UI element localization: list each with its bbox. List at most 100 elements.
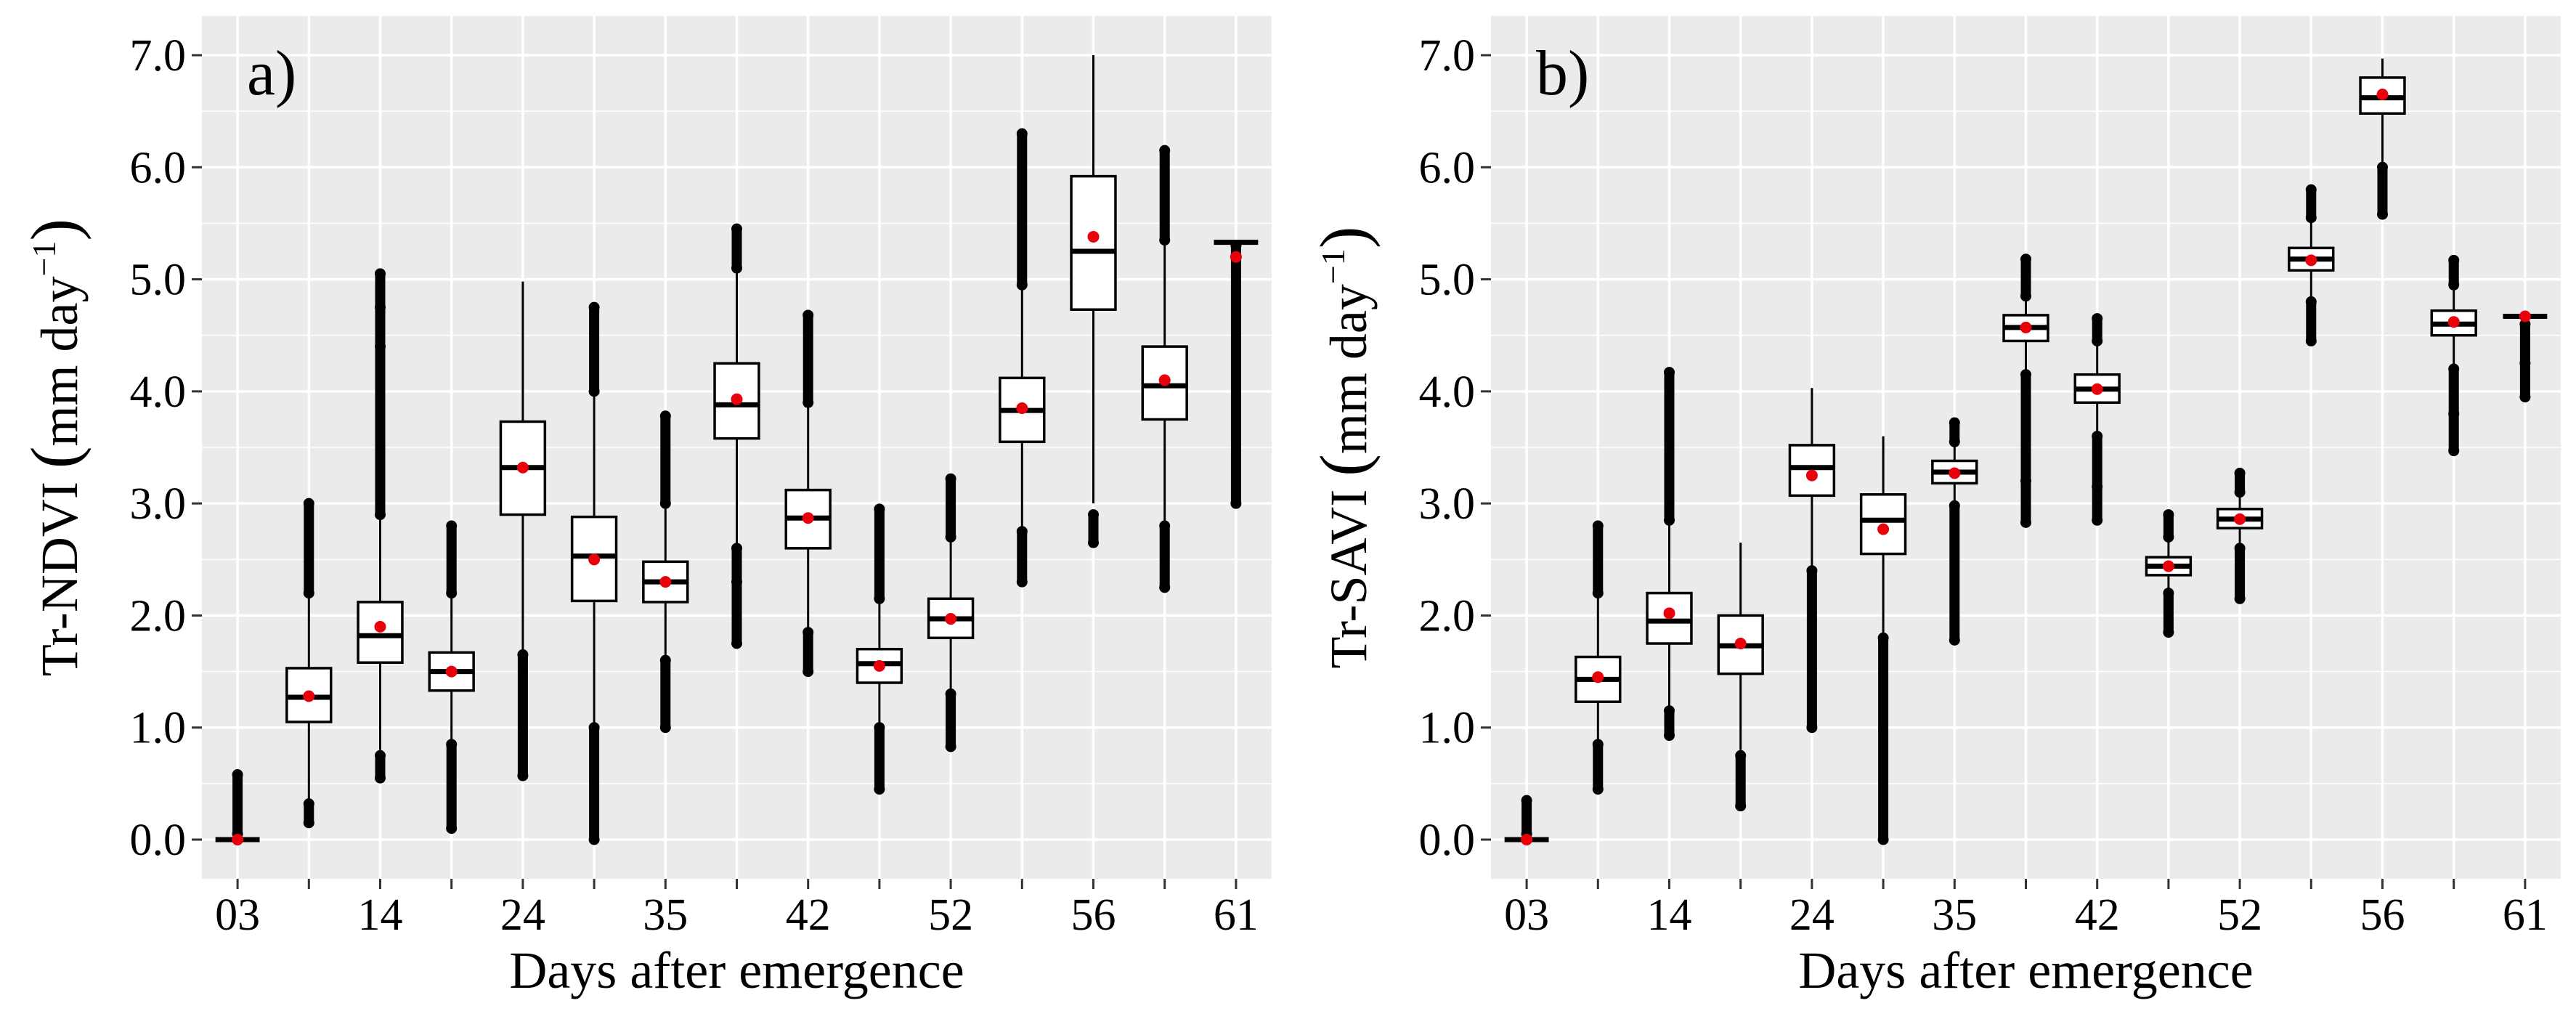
outlier-point — [446, 823, 458, 835]
y-tick-label: 7.0 — [130, 31, 187, 81]
y-axis-title-paren: ( — [1307, 454, 1381, 476]
outlier-point — [303, 798, 314, 810]
box-13 — [2430, 254, 2477, 457]
x-tick-label: 52 — [928, 890, 973, 940]
x-tick-label: 35 — [643, 890, 688, 940]
outlier-point — [2448, 408, 2460, 420]
box-4 — [499, 281, 547, 782]
mean-point — [374, 620, 386, 633]
panel-b: 0.0 1.0 2.0 3.0 4.0 5.0 6.0 7.0 03 14 24 35 42 52 56 61… — [1307, 16, 2561, 999]
outlier-point — [2377, 208, 2388, 220]
y-tick-label: 6.0 — [1419, 143, 1476, 192]
outlier-point — [2020, 253, 2031, 265]
panel-label: b) — [1536, 38, 1589, 109]
outlier-point — [375, 341, 386, 352]
mean-point — [1949, 467, 1961, 479]
x-tick-label: 52 — [2217, 890, 2262, 940]
mean-point — [945, 613, 957, 625]
mean-point — [2234, 513, 2246, 525]
x-tick-label: 24 — [1789, 890, 1835, 940]
outlier-point — [446, 520, 458, 532]
outlier-point — [2092, 313, 2103, 325]
mean-point — [445, 665, 458, 678]
outlier-point — [375, 772, 386, 784]
y-tick-label: 0.0 — [130, 816, 187, 865]
mean-point — [2162, 560, 2174, 572]
outlier-point — [2448, 445, 2460, 457]
y-axis-title-main: Tr-SAVI — [1320, 476, 1378, 669]
y-tick-label: 4.0 — [130, 368, 187, 417]
y-axis-title-unit: mm day — [1320, 284, 1378, 454]
outlier-point — [1592, 520, 1604, 532]
y-axis-title: Tr-NDVI (mm day−1) — [17, 219, 92, 676]
mean-point — [1230, 251, 1242, 263]
box-5 — [570, 301, 618, 845]
box-body — [1070, 174, 1117, 311]
mean-point — [2519, 310, 2531, 322]
box-13 — [1141, 145, 1188, 593]
outlier-point — [375, 301, 386, 313]
box-11 — [2288, 184, 2335, 346]
outlier-point — [1230, 498, 1242, 509]
y-tick-label: 5.0 — [130, 256, 187, 305]
outlier-point — [1949, 417, 1960, 429]
outlier-point — [945, 741, 956, 752]
box-14 — [1214, 240, 1259, 509]
outlier-point — [1806, 722, 1818, 734]
outlier-point — [874, 503, 885, 515]
outlier-point — [2448, 254, 2460, 266]
outlier-point — [588, 834, 600, 845]
x-tick-label: 14 — [358, 890, 403, 940]
box-0 — [215, 769, 260, 845]
outlier-point — [731, 638, 742, 649]
outlier-point — [517, 770, 529, 782]
outlier-point — [1664, 367, 1675, 378]
outlier-point — [2092, 514, 2103, 526]
mean-point — [1592, 671, 1604, 683]
box-4 — [1788, 388, 1836, 734]
outlier-point — [803, 666, 814, 678]
box-body — [1788, 444, 1836, 498]
box-12 — [1070, 55, 1117, 548]
outlier-point — [659, 410, 671, 422]
mean-point — [516, 461, 529, 474]
y-tick-label: 1.0 — [1419, 704, 1476, 753]
mean-point — [1087, 230, 1100, 243]
box-1 — [285, 498, 333, 829]
box-2 — [357, 268, 404, 784]
outlier-point — [2163, 627, 2174, 638]
outlier-point — [303, 817, 314, 829]
box-1 — [1575, 520, 1622, 795]
x-tick-label: 56 — [2360, 890, 2405, 940]
box-body — [1859, 493, 1907, 556]
x-tick-label: 03 — [215, 890, 260, 940]
x-tick-label: 61 — [1214, 890, 1259, 940]
mean-point — [232, 834, 244, 845]
outlier-point — [1521, 795, 1532, 806]
box-6 — [1931, 417, 1978, 646]
box-3 — [428, 520, 475, 835]
outlier-point — [588, 301, 600, 313]
outlier-point — [731, 223, 742, 235]
outlier-point — [874, 784, 885, 795]
y-tick-label: 2.0 — [130, 591, 187, 641]
outlier-point — [2234, 467, 2246, 479]
outlier-point — [1159, 145, 1171, 156]
box-9 — [2145, 509, 2193, 638]
y-axis-title-unit: mm day — [31, 277, 89, 447]
mean-point — [802, 512, 814, 524]
box-14 — [2503, 310, 2548, 403]
outlier-point — [232, 769, 243, 781]
y-tick-label: 2.0 — [1419, 591, 1476, 641]
box-7 — [713, 223, 760, 649]
mean-point — [731, 393, 743, 405]
y-axis-title-paren: ) — [17, 219, 92, 241]
outlier-point — [2020, 516, 2031, 528]
y-axis-title-paren: ( — [17, 446, 92, 468]
panel-a: 0.0 1.0 2.0 3.0 4.0 5.0 6.0 7.0 03 14 24 35 42 52 56 61… — [17, 16, 1272, 999]
box-10 — [2216, 467, 2264, 604]
outlier-point — [303, 498, 314, 509]
box-0 — [1504, 795, 1549, 845]
box-2 — [1646, 367, 1693, 742]
y-tick-label: 4.0 — [1419, 368, 1476, 417]
